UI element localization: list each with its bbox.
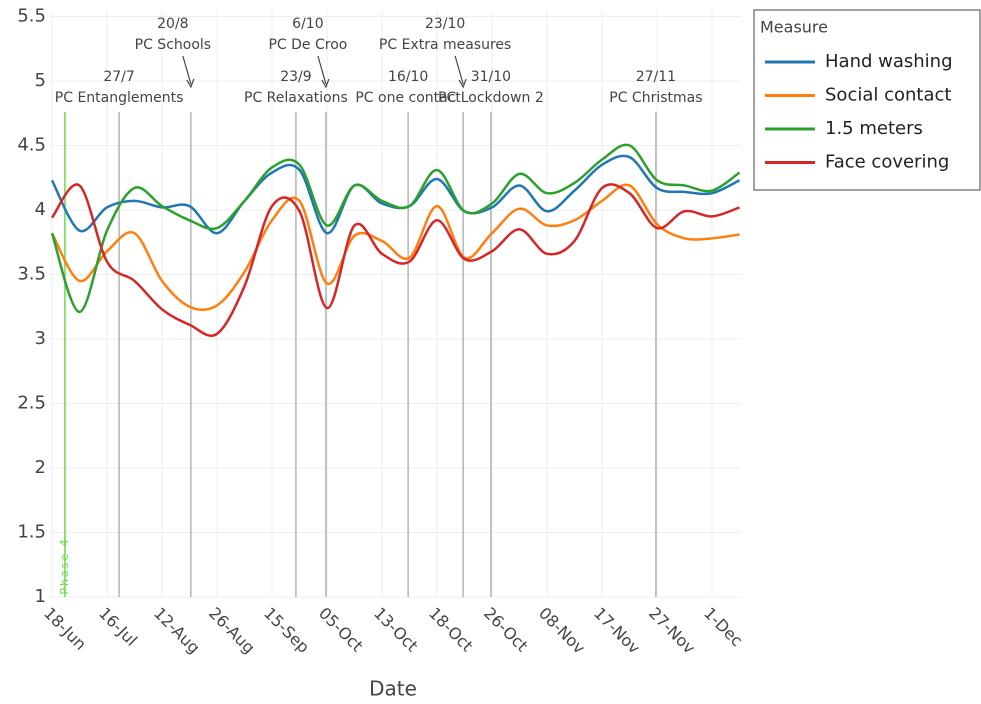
annotation-date: 6/10 — [292, 16, 323, 32]
annotation-date: 16/10 — [388, 69, 428, 85]
arrow-head — [321, 78, 330, 89]
legend-label: Hand washing — [825, 51, 953, 72]
x-tick-label: 12-Aug — [150, 604, 204, 658]
y-tick-label: 4.5 — [17, 134, 46, 155]
annotation-text: PC Relaxations — [244, 90, 348, 106]
legend-box — [753, 9, 981, 191]
annotation-date: 20/8 — [157, 16, 188, 32]
arrow-head — [186, 78, 195, 89]
line — [50, 183, 740, 337]
annotation-text: PC Entanglements — [55, 90, 184, 106]
legend: Measure Hand washing Social contact 1.5 me… — [760, 18, 953, 173]
x-tick-label: 27-Nov — [645, 604, 699, 658]
x-tick-label: 18-Jun — [40, 604, 90, 654]
annotation-text: PC Extra measures — [379, 37, 511, 53]
x-tick-label: 16-Jul — [95, 604, 141, 650]
y-tick-label: 4 — [35, 199, 46, 220]
arrow — [317, 55, 327, 85]
arrow — [454, 55, 464, 85]
x-tick-label: 08-Nov — [535, 604, 589, 658]
line — [50, 154, 741, 235]
x-tick-label: 26-Aug — [205, 604, 259, 658]
y-tick-label: 1 — [35, 586, 46, 607]
legend-label: Social contact — [825, 85, 951, 106]
x-axis-title: Date — [369, 677, 417, 701]
y-tick-label: 1.5 — [17, 521, 46, 542]
annotation-date: 27/11 — [636, 69, 676, 85]
x-tick-label: 18-Oct — [425, 604, 477, 656]
phase-label: Phase 4 — [58, 537, 71, 594]
line — [50, 143, 741, 314]
arrow-head — [458, 78, 467, 89]
line — [50, 183, 740, 312]
y-tick-label: 3.5 — [17, 263, 46, 284]
annotation-text: PC Lockdown 2 — [438, 90, 544, 106]
x-tick-label: 17-Nov — [590, 604, 644, 658]
y-tick-label: 2 — [35, 457, 46, 478]
x-tick-label: 26-Oct — [480, 604, 532, 656]
annotation-date: 23/9 — [280, 69, 311, 85]
y-tick-label: 2.5 — [17, 392, 46, 413]
annotation-date: 23/10 — [425, 16, 465, 32]
annotation-date: 27/7 — [103, 69, 134, 85]
annotation-text: PC Schools — [135, 37, 211, 53]
event-lines — [64, 55, 657, 597]
legend-label: 1.5 meters — [825, 118, 923, 139]
arrow — [182, 55, 192, 85]
y-tick-label: 3 — [35, 328, 46, 349]
x-tick-label: 15-Sep — [260, 604, 313, 657]
legend-label: Face covering — [825, 152, 949, 173]
x-tick-label: 05-Oct — [315, 604, 367, 656]
x-tick-label: 1-Dec — [700, 604, 747, 651]
annotation-text: PC one contact — [355, 90, 461, 106]
lines — [50, 143, 741, 337]
legend-title: Measure — [760, 18, 828, 37]
annotation-text: PC De Croo — [268, 37, 347, 53]
annotation-date: 31/10 — [471, 69, 511, 85]
grid — [50, 10, 741, 598]
y-tick-label: 5.5 — [17, 5, 46, 26]
x-tick-label: 13-Oct — [370, 604, 422, 656]
annotation-text: PC Christmas — [609, 90, 702, 106]
y-tick-label: 5 — [35, 70, 46, 91]
